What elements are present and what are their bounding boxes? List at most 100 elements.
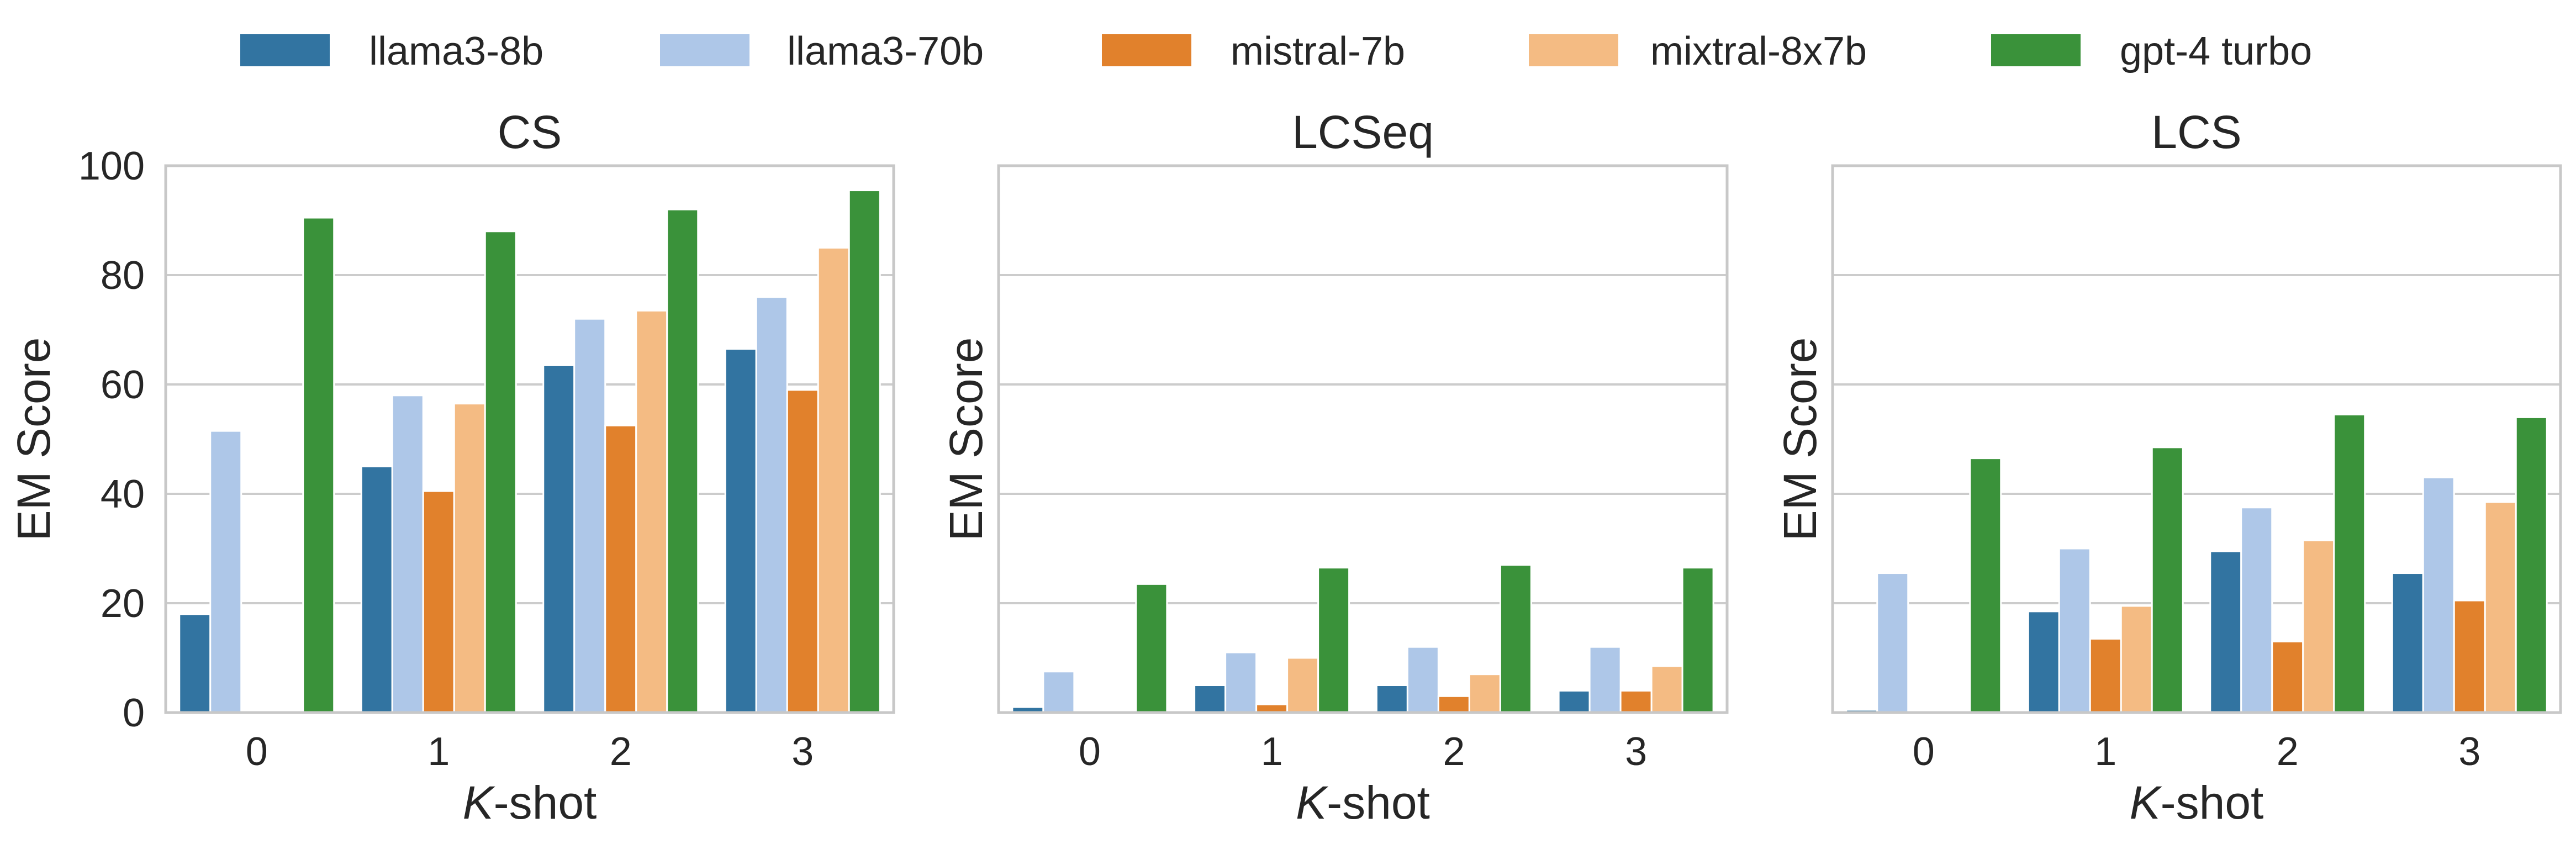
x-tick-label: 2 — [1443, 730, 1465, 774]
bar-llama3-70b — [1224, 651, 1258, 714]
x-axis-title-italic: K — [2130, 777, 2163, 829]
legend-swatch — [1529, 34, 1618, 66]
bar-mistral-7b — [2271, 640, 2304, 714]
chart-panel: 0 20 40 60 80 100 0 1 2 3 CS K-shot EM Score — [8, 106, 895, 829]
x-axis-title-rest: -shot — [1327, 777, 1430, 829]
bar-llama3-8b — [1194, 684, 1227, 714]
bar-llama3-70b — [391, 394, 424, 714]
x-tick-label: 0 — [246, 730, 268, 774]
bar-llama3-8b — [542, 364, 576, 714]
bar-llama3-70b — [1588, 646, 1622, 714]
bar-llama3-70b — [2240, 507, 2273, 714]
bar-mistral-7b — [1619, 689, 1653, 714]
legend-item: mixtral-8x7b — [1529, 29, 1867, 73]
x-tick-label: 1 — [2094, 730, 2116, 774]
panel-title: LCSeq — [1292, 106, 1434, 158]
legend-item: llama3-8b — [240, 29, 543, 73]
bar-llama3-70b — [2058, 547, 2091, 714]
bar-llama3-70b — [573, 318, 606, 714]
y-tick-label: 100 — [78, 144, 145, 188]
bar-gpt-4-turbo — [848, 189, 881, 714]
legend-item: gpt-4 turbo — [1991, 29, 2312, 73]
y-axis-title: EM Score — [1774, 338, 1826, 541]
x-tick-label: 0 — [1913, 730, 1935, 774]
bar-mistral-7b — [2453, 599, 2486, 714]
bar-gpt-4-turbo — [484, 230, 517, 714]
x-axis-title-rest: -shot — [2161, 777, 2264, 829]
plot-frame — [164, 164, 895, 714]
y-tick-label: 20 — [101, 582, 145, 626]
bar-llama3-8b — [1558, 689, 1591, 714]
y-tick-label: 80 — [101, 254, 145, 298]
x-axis-title-rest: -shot — [494, 777, 597, 829]
x-tick-label: 3 — [1625, 730, 1647, 774]
bar-mistral-7b — [604, 424, 637, 714]
bar-gpt-4-turbo — [2151, 446, 2184, 714]
legend-item: llama3-70b — [660, 29, 984, 73]
bar-gpt-4-turbo — [1499, 564, 1532, 714]
y-tick-label: 40 — [101, 472, 145, 516]
legend: llama3-8b llama3-70b mistral-7b mixtral-8x7… — [240, 29, 2312, 73]
bar-llama3-70b — [1876, 572, 1909, 714]
chart-panel: 0 1 2 3 LCSeq K-shot EM Score — [940, 106, 1729, 829]
panel-title: CS — [498, 106, 562, 158]
bar-mixtral-8x7b — [2120, 605, 2153, 714]
bar-mixtral-8x7b — [453, 403, 486, 714]
x-tick-label: 0 — [1079, 730, 1101, 774]
x-axis-title-italic: K — [463, 777, 496, 829]
legend-swatch — [240, 34, 330, 66]
bar-mistral-7b — [1437, 695, 1470, 714]
bar-llama3-70b — [2422, 476, 2455, 714]
legend-label: gpt-4 turbo — [2120, 29, 2312, 73]
bar-gpt-4-turbo — [1681, 567, 1714, 714]
bar-mistral-7b — [422, 490, 455, 714]
bar-gpt-4-turbo — [302, 217, 335, 714]
x-tick-label: 2 — [610, 730, 632, 774]
bar-mixtral-8x7b — [2484, 501, 2517, 714]
bar-llama3-70b — [1406, 646, 1439, 714]
panel-title: LCS — [2151, 106, 2241, 158]
legend-label: mistral-7b — [1231, 29, 1405, 73]
bar-mixtral-8x7b — [635, 309, 668, 714]
bar-gpt-4-turbo — [666, 208, 699, 714]
bar-mistral-7b — [786, 389, 819, 714]
x-tick-label: 3 — [2458, 730, 2480, 774]
x-axis-title-italic: K — [1296, 777, 1329, 829]
x-tick-label: 2 — [2277, 730, 2299, 774]
bar-llama3-70b — [1042, 671, 1075, 714]
bar-gpt-4-turbo — [1135, 583, 1168, 714]
bar-llama3-8b — [2209, 550, 2242, 714]
y-tick-label: 0 — [123, 691, 145, 735]
bar-gpt-4-turbo — [1317, 567, 1350, 714]
x-axis-title: K-shot — [1296, 777, 1430, 829]
bar-llama3-8b — [2027, 610, 2060, 714]
bar-llama3-70b — [755, 296, 788, 714]
x-axis-title: K-shot — [463, 777, 597, 829]
legend-swatch — [660, 34, 749, 66]
bar-llama3-8b — [1375, 684, 1408, 714]
bar-mistral-7b — [2089, 637, 2122, 714]
legend-label: mixtral-8x7b — [1650, 29, 1867, 73]
bar-gpt-4-turbo — [2515, 416, 2548, 714]
bar-llama3-8b — [2391, 572, 2424, 714]
bar-llama3-70b — [209, 430, 242, 714]
legend-item: mistral-7b — [1102, 29, 1405, 73]
bar-mixtral-8x7b — [2302, 539, 2335, 714]
legend-label: llama3-70b — [787, 29, 984, 73]
bar-gpt-4-turbo — [1969, 457, 2002, 714]
bar-mixtral-8x7b — [817, 247, 850, 714]
bar-llama3-8b — [724, 348, 757, 714]
legend-swatch — [1102, 34, 1191, 66]
x-axis-title: K-shot — [2130, 777, 2264, 829]
bar-mixtral-8x7b — [1468, 673, 1501, 714]
bar-mixtral-8x7b — [1650, 665, 1683, 714]
y-tick-label: 60 — [101, 363, 145, 407]
chart-panel: 0 1 2 3 LCS K-shot EM Score — [1774, 106, 2562, 829]
bar-gpt-4-turbo — [2333, 413, 2366, 714]
y-axis-title: EM Score — [8, 338, 60, 541]
plot-frame — [997, 164, 1729, 714]
x-tick-label: 1 — [1261, 730, 1283, 774]
